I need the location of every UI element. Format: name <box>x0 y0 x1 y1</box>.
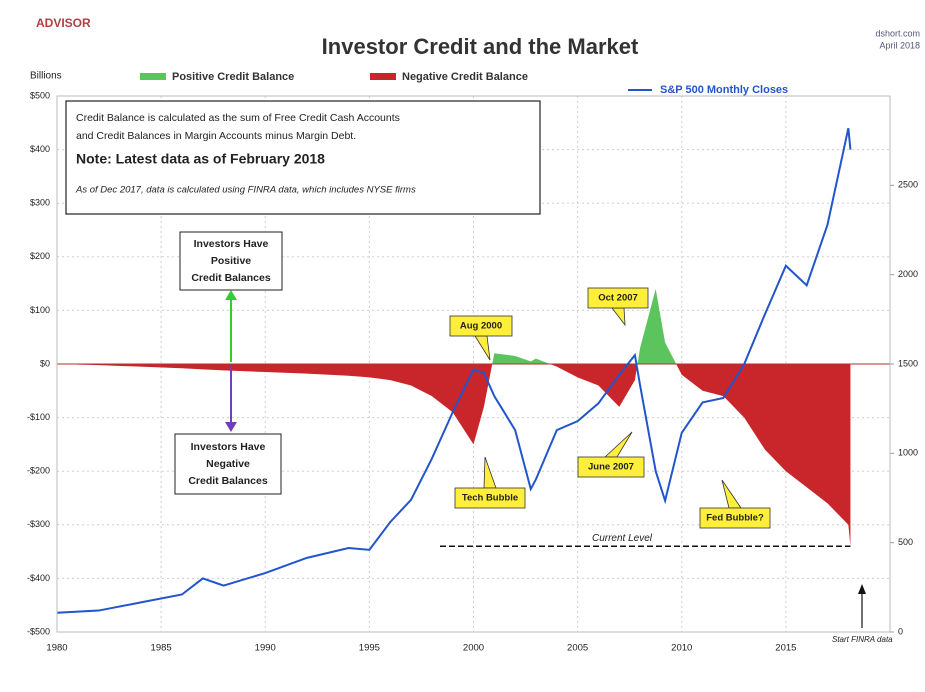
current-level-label: Current Level <box>592 533 653 544</box>
sp500-line <box>56 127 852 614</box>
chart-title: Investor Credit and the Market <box>322 34 639 59</box>
positive-area <box>57 288 851 364</box>
x-tick-label: 1980 <box>46 643 67 654</box>
callout-text: Oct 2007 <box>598 293 638 304</box>
negative-area <box>57 364 851 547</box>
callout-text: Tech Bubble <box>462 493 518 504</box>
legend-swatch <box>370 73 396 80</box>
x-tick-label: 2015 <box>775 643 796 654</box>
y2-tick-label: 1000 <box>898 448 918 458</box>
y-tick-label: $500 <box>30 90 50 100</box>
y-tick-label: $300 <box>30 198 50 208</box>
positive-box-text: Investors Have <box>194 238 269 250</box>
logo: ADVISOR <box>36 16 91 30</box>
y2-tick-label: 2000 <box>898 269 918 279</box>
callout-box <box>577 456 645 478</box>
y-tick-label: -$400 <box>27 573 50 583</box>
y-tick-label: $400 <box>30 144 50 154</box>
y2-tick-label: 2500 <box>898 180 918 190</box>
y-tick-label: $100 <box>30 305 50 315</box>
y-tick-label: -$500 <box>27 626 50 636</box>
x-tick-label: 2010 <box>671 643 692 654</box>
negative-arrowhead <box>225 422 237 432</box>
callout-text: June 2007 <box>588 462 634 473</box>
legend-label: Positive Credit Balance <box>172 71 294 83</box>
y-tick-label: -$100 <box>27 412 50 422</box>
y-tick-label: $0 <box>40 358 50 368</box>
plot-frame <box>56 95 891 633</box>
negative-box <box>174 433 282 495</box>
source: dshort.com <box>875 28 920 38</box>
callout-box <box>699 507 771 529</box>
y-axis-label: Billions <box>30 71 62 82</box>
callout-text: Fed Bubble? <box>706 513 764 524</box>
definition-box <box>65 100 541 215</box>
definition-text: Credit Balance is calculated as the sum … <box>76 112 400 124</box>
negative-box-text: Negative <box>206 458 250 470</box>
y-tick-label: -$200 <box>27 466 50 476</box>
legend-label: S&P 500 Monthly Closes <box>660 84 788 96</box>
y-tick-label: -$300 <box>27 519 50 529</box>
positive-box-text: Credit Balances <box>191 272 271 284</box>
finra-note: Start FINRA data <box>832 635 893 644</box>
x-tick-label: 1990 <box>255 643 276 654</box>
x-tick-label: 2005 <box>567 643 588 654</box>
x-tick-label: 1995 <box>359 643 380 654</box>
note-text: Note: Latest data as of February 2018 <box>76 151 325 167</box>
definition-text: and Credit Balances in Margin Accounts m… <box>76 130 356 142</box>
legend-swatch <box>140 73 166 80</box>
y-tick-label: $200 <box>30 251 50 261</box>
legend-label: Negative Credit Balance <box>402 71 528 83</box>
y2-tick-label: 1500 <box>898 358 918 368</box>
x-tick-label: 1985 <box>151 643 172 654</box>
callout-text: Aug 2000 <box>460 321 502 332</box>
finra-text: As of Dec 2017, data is calculated using… <box>75 185 416 196</box>
callout-box <box>587 287 649 309</box>
callout-box <box>449 315 513 337</box>
negative-box-text: Credit Balances <box>188 475 268 487</box>
finra-arrowhead <box>858 584 866 594</box>
negative-box-text: Investors Have <box>191 441 266 453</box>
x-tick-label: 2000 <box>463 643 484 654</box>
positive-arrowhead <box>225 290 237 300</box>
y2-tick-label: 500 <box>898 537 913 547</box>
positive-box-text: Positive <box>211 255 251 267</box>
y2-tick-label: 0 <box>898 626 903 636</box>
source-date: April 2018 <box>879 40 920 50</box>
callout-box <box>454 487 526 509</box>
